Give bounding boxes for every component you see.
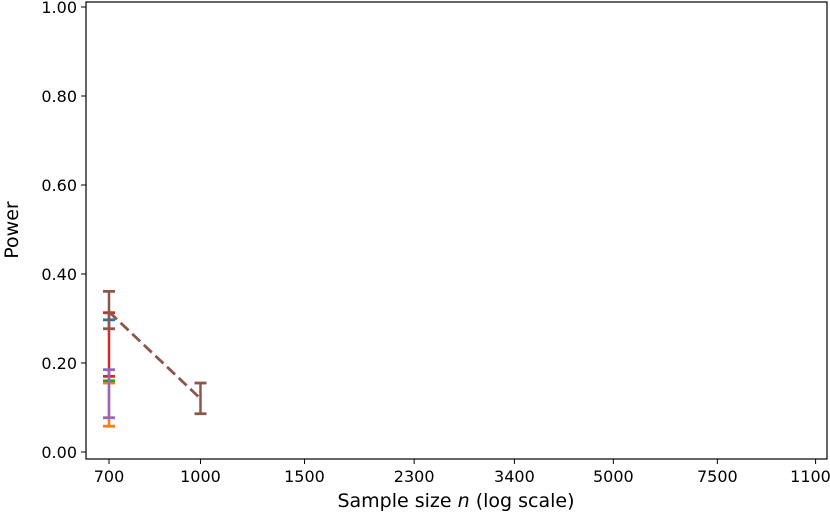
y-tick-label: 0.80 xyxy=(41,87,77,106)
error-bar xyxy=(194,381,207,416)
y-tick-label: 0.60 xyxy=(41,176,77,195)
x-axis-label: Sample size n (log scale) xyxy=(337,490,574,512)
y-tick-label: 1.00 xyxy=(41,0,77,17)
series xyxy=(102,368,115,420)
y-axis: 0.00 0.20 0.40 0.60 0.80 1.00 xyxy=(41,0,86,462)
y-tick-label: 0.00 xyxy=(41,443,77,462)
y-tick-label: 0.40 xyxy=(41,265,77,284)
axes-frame xyxy=(85,1,828,460)
y-axis-label: Power xyxy=(1,201,23,259)
error-bar xyxy=(102,289,115,331)
x-tick-label: 700 xyxy=(94,467,125,486)
x-tick-label: 1500 xyxy=(284,467,325,486)
x-tick-label: 5000 xyxy=(593,467,634,486)
error-bar xyxy=(102,368,115,420)
x-tick-label: 2300 xyxy=(394,467,435,486)
x-axis: 700 1000 1500 2300 3400 5000 7500 11000 xyxy=(94,459,830,486)
y-tick-label: 0.20 xyxy=(41,354,77,373)
series xyxy=(102,289,207,416)
series-line xyxy=(108,310,202,400)
x-tick-label: 3400 xyxy=(494,467,535,486)
x-tick-label: 7500 xyxy=(697,467,738,486)
x-tick-label: 11000 xyxy=(790,467,830,486)
plot-area xyxy=(102,289,207,428)
x-tick-label: 1000 xyxy=(180,467,221,486)
